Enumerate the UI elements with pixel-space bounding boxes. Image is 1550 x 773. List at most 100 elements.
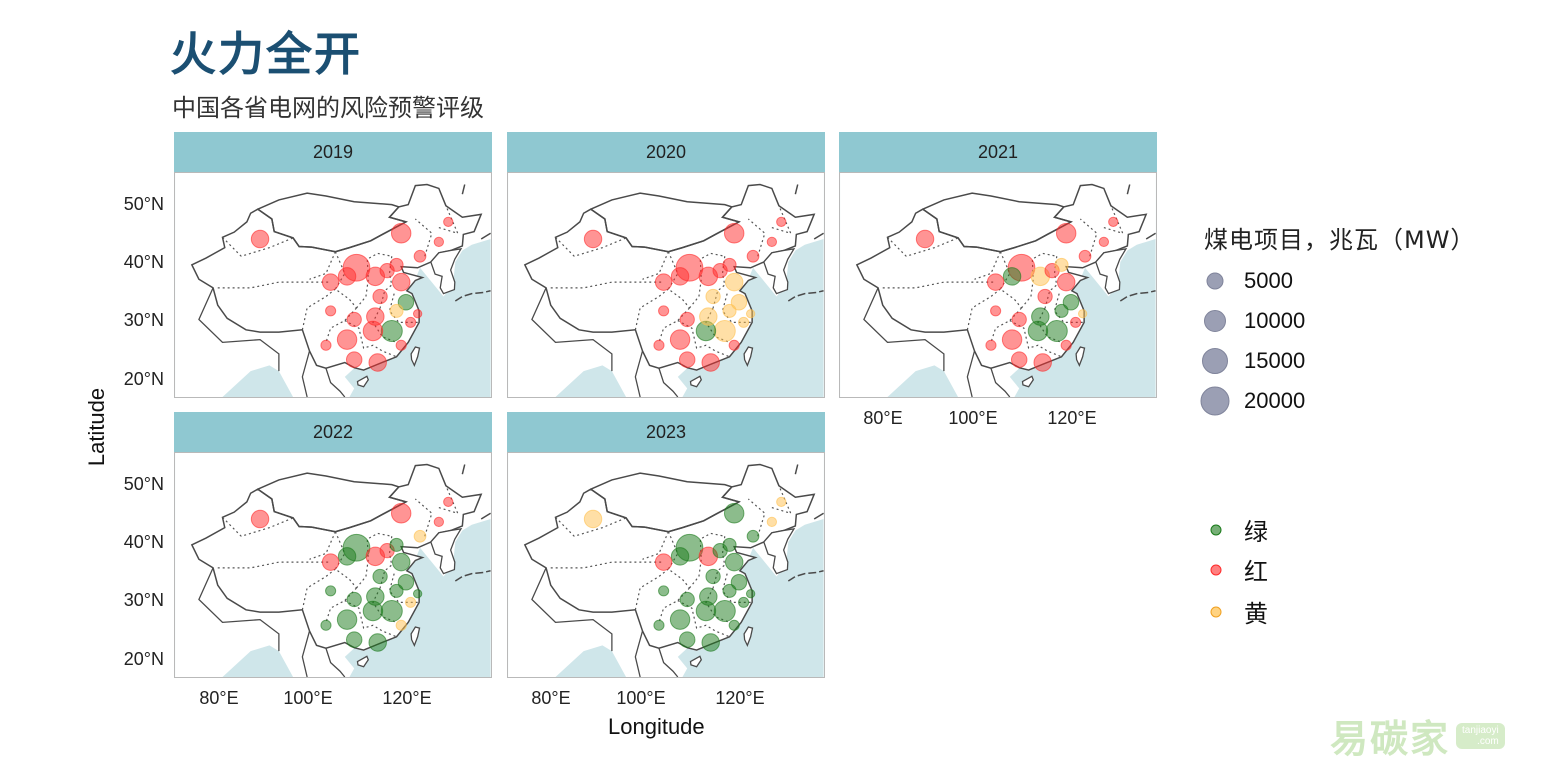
country-border	[301, 630, 311, 677]
province-bubble	[713, 319, 736, 342]
province-bubble	[345, 351, 363, 368]
x-tick-label: 120°E	[1047, 408, 1097, 428]
province-border	[309, 531, 336, 560]
province-border	[344, 600, 397, 638]
country-border	[325, 648, 346, 677]
x-tick-label: 100°E	[948, 408, 998, 428]
province-border	[771, 485, 792, 515]
province-bubble	[346, 311, 362, 328]
province-bubble	[699, 587, 718, 606]
province-border	[634, 288, 669, 330]
status-label: 绿	[1244, 518, 1268, 546]
japan-outline	[1119, 290, 1156, 302]
province-bubble	[389, 583, 404, 598]
x-tick-label: 120°E	[715, 688, 765, 708]
watermark-site-suffix: .com	[1477, 735, 1499, 747]
province-bubble	[766, 516, 778, 528]
y-tick-label: 50°N	[123, 474, 164, 494]
y-tick-label: 40°N	[123, 252, 164, 272]
province-bubble	[1054, 257, 1069, 272]
province-bubble	[745, 309, 756, 319]
province-bubble	[1098, 236, 1110, 248]
hainan-outline	[356, 655, 370, 668]
province-bubble	[395, 339, 407, 351]
watermark-badge: tanjiaoyi .com	[1456, 722, 1505, 749]
watermark-site: tanjiaoyi	[1462, 724, 1499, 736]
province-bubble	[1060, 339, 1072, 351]
size-key-circle	[1206, 272, 1224, 290]
province-bubble	[345, 631, 363, 648]
country-border	[966, 350, 976, 397]
province-bubble	[738, 596, 750, 608]
province-bubble	[321, 273, 340, 291]
province-border	[555, 236, 627, 257]
size-legend-item: 10000	[1200, 306, 1305, 336]
size-legend-item: 20000	[1200, 386, 1305, 416]
province-bubble	[583, 509, 603, 529]
province-bubble	[372, 288, 388, 305]
province-bubble	[722, 537, 737, 552]
province-bubble	[1031, 307, 1050, 326]
chart-title: 火力全开	[170, 27, 362, 81]
facet-strip: 2019	[174, 132, 492, 172]
province-bubble	[389, 537, 404, 552]
province-border	[555, 516, 627, 537]
province-bubble	[915, 229, 935, 249]
province-bubble	[1037, 288, 1053, 305]
mongolia-outline	[590, 472, 741, 533]
province-bubble	[1062, 294, 1080, 311]
province-bubble	[391, 552, 411, 572]
province-border	[667, 531, 690, 589]
province-bubble	[443, 216, 454, 228]
y-tick-label: 30°N	[123, 310, 164, 330]
province-bubble	[1077, 309, 1088, 319]
country-border	[301, 350, 311, 397]
province-bubble	[701, 633, 720, 652]
province-border	[990, 307, 1022, 343]
province-bubble	[1055, 223, 1077, 244]
province-bubble	[443, 496, 454, 508]
facet-panel-2020: 2020	[507, 132, 825, 400]
status-legend-item-red: 红	[1206, 552, 1268, 587]
province-border	[634, 568, 669, 610]
x-tick-label: 80°E	[199, 688, 239, 708]
taiwan-outline	[1075, 346, 1086, 368]
facet-strip: 2022	[174, 412, 492, 452]
taiwan-outline	[743, 626, 754, 648]
korea-outline	[1095, 247, 1128, 295]
province-bubble	[1001, 329, 1023, 350]
province-bubble	[776, 496, 787, 508]
status-legend-item-yellow: 黄	[1206, 594, 1268, 629]
mongolia-outline	[590, 192, 741, 253]
korea-outline	[763, 527, 796, 575]
province-bubble	[678, 631, 696, 648]
province-bubble	[679, 591, 695, 608]
y-tick-label: 50°N	[123, 194, 164, 214]
map-panel	[507, 452, 825, 678]
province-border	[438, 205, 459, 235]
province-bubble	[1070, 316, 1082, 328]
japan-north-outline	[480, 512, 491, 520]
size-key-label: 15000	[1244, 348, 1306, 373]
country-border	[634, 350, 644, 397]
province-bubble	[1033, 353, 1052, 372]
hainan-outline	[689, 655, 703, 668]
province-border	[344, 320, 397, 358]
y-tick-label: 40°N	[123, 532, 164, 552]
province-border	[966, 288, 1001, 330]
korea-outline	[430, 247, 463, 295]
province-border	[301, 568, 336, 610]
province-bubble	[366, 307, 385, 326]
province-bubble	[1011, 311, 1027, 328]
sakhalin-outline	[794, 184, 799, 195]
province-bubble	[730, 294, 748, 311]
province-border	[222, 236, 294, 257]
province-bubble	[380, 319, 403, 342]
province-border	[438, 485, 459, 515]
country-border	[863, 287, 945, 372]
size-key-circle	[1204, 310, 1226, 332]
province-bubble	[395, 619, 407, 631]
sakhalin-outline	[461, 464, 466, 475]
taiwan-outline	[410, 626, 421, 648]
province-bubble	[670, 267, 690, 286]
